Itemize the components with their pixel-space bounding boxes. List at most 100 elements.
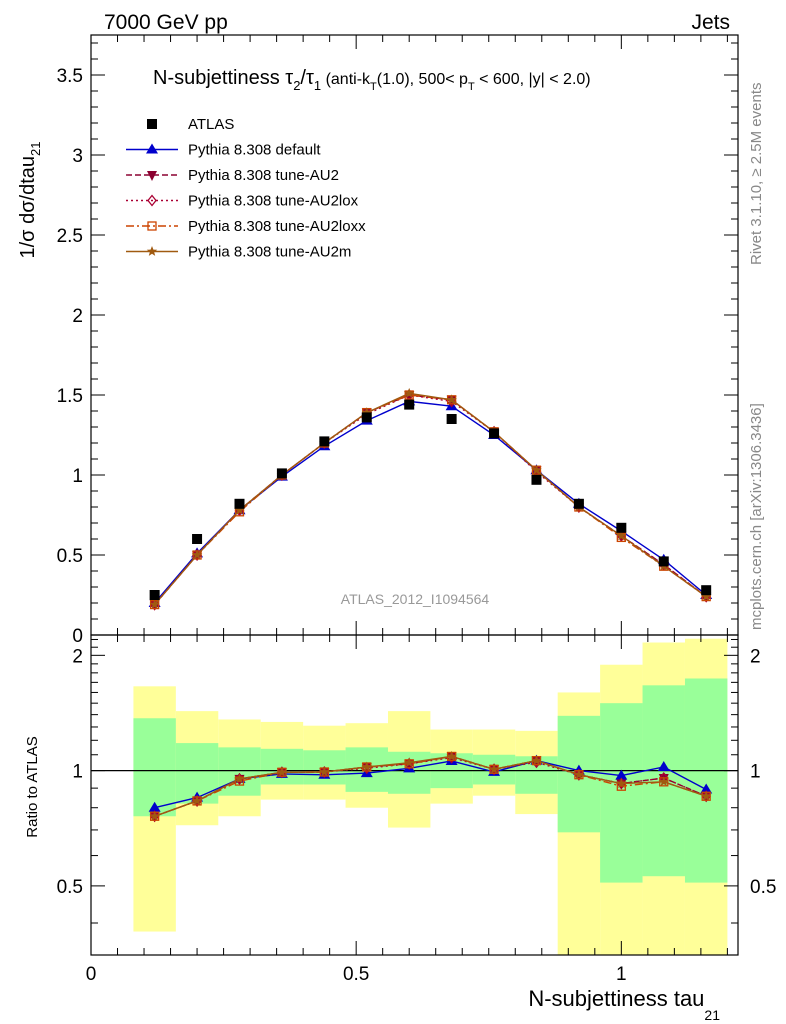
ratio-4-point-10 xyxy=(573,769,585,780)
legend-label-3: Pythia 8.308 tune-AU2lox xyxy=(188,193,359,210)
ratio-ylabel: Ratio to ATLAS xyxy=(24,736,41,837)
ratio-4-point-1 xyxy=(191,795,203,806)
legend-marker-5 xyxy=(146,246,158,256)
atlas-point-10 xyxy=(573,498,584,509)
series-line-3 xyxy=(154,394,707,606)
series-4-point-13 xyxy=(700,591,712,601)
atlas-point-12 xyxy=(658,556,669,567)
legend-marker-3 xyxy=(147,194,157,207)
atlas-point-5 xyxy=(361,412,372,423)
xtick-label-2: 1 xyxy=(616,964,627,985)
ratio-0-point-0 xyxy=(148,801,161,812)
legend-marker-4 xyxy=(147,221,157,231)
series-4-point-1 xyxy=(191,549,203,560)
ratio-ytick-label-left-1: 1 xyxy=(72,762,83,783)
ratio-4-point-12 xyxy=(658,776,669,787)
series-4-point-7 xyxy=(446,394,457,405)
legend-label-4: Pythia 8.308 tune-AU2loxx xyxy=(188,218,366,235)
ratio-panel-frame: 0.5 0.5 1 1 2 2 0 0.5 1 xyxy=(57,634,776,985)
ratio-ytick-label-right-0: 0.5 xyxy=(750,877,776,898)
atlas-point-13 xyxy=(701,585,712,596)
atlas-point-3 xyxy=(276,468,287,479)
ratio-band-inner-11 xyxy=(600,703,643,883)
ytick-label-3: 1.5 xyxy=(57,386,83,407)
ratio-4-point-6 xyxy=(404,757,415,768)
plot-title-slash: /τ xyxy=(300,67,314,89)
atlas-point-0 xyxy=(149,590,160,600)
series-4-point-9 xyxy=(531,464,542,475)
xtick-label-0: 0 xyxy=(86,964,97,985)
legend-label-0: ATLAS xyxy=(188,116,234,133)
legend-label-2: Pythia 8.308 tune-AU2 xyxy=(188,167,339,184)
ytick-label-7: 3.5 xyxy=(57,66,83,87)
legend-label-5: Pythia 8.308 tune-AU2m xyxy=(188,244,351,261)
series-line-4 xyxy=(154,392,707,606)
atlas-point-11 xyxy=(616,522,627,533)
legend-marker-0 xyxy=(147,119,157,129)
ratio-ytick-label-right-1: 1 xyxy=(750,762,761,783)
analysis-id: ATLAS_2012_I1094564 xyxy=(341,591,490,607)
top-ylabel: 1/σ dσ/dtau21 xyxy=(17,142,43,259)
ratio-4-point-7 xyxy=(446,750,457,761)
top-panel-frame: 0 0.5 1 1.5 2 2.5 3 3.5 xyxy=(57,34,739,647)
atlas-point-6 xyxy=(404,399,415,410)
ratio-0-point-12 xyxy=(657,761,670,772)
series-4-point-0 xyxy=(149,599,160,609)
xtick-label-1: 0.5 xyxy=(343,964,369,985)
frame-rect xyxy=(90,634,739,956)
series-4-point-6 xyxy=(404,387,415,398)
atlas-point-4 xyxy=(319,436,330,447)
xlabel-main: N-subjettiness tau xyxy=(528,986,704,1011)
ytick-label-4: 2 xyxy=(72,306,83,327)
ratio-4-point-11 xyxy=(616,778,627,788)
atlas-point-9 xyxy=(531,474,542,485)
ratio-4-point-3 xyxy=(276,766,288,777)
ratio-0-point-11 xyxy=(615,769,628,780)
series-4-point-5 xyxy=(361,407,372,417)
xlabel: N-subjettiness tau21 xyxy=(528,986,720,1023)
atlas-point-2 xyxy=(234,498,245,509)
ratio-bands-layer xyxy=(133,638,728,955)
ratio-band-inner-13 xyxy=(684,678,728,883)
ratio-ytick-label-left-0: 0.5 xyxy=(57,877,83,898)
legend-marker-1 xyxy=(146,143,158,154)
top-ylabel-main: 1/σ dσ/dtau xyxy=(17,156,39,259)
plot-title: N-subjettiness τ2/τ1 (anti-kT(1.0), 500<… xyxy=(153,67,591,93)
header-energy: 7000 GeV pp xyxy=(104,11,228,34)
ratio-ytick-label-right-2: 2 xyxy=(750,646,761,667)
ratio-4-point-5 xyxy=(361,761,372,772)
ytick-label-1: 0.5 xyxy=(57,546,83,567)
ratio-4-point-13 xyxy=(700,790,712,801)
plot-title-selection-T: T xyxy=(370,81,377,93)
plot-title-sub1: 1 xyxy=(314,78,321,93)
xlabel-sub: 21 xyxy=(704,1007,720,1023)
plot-title-selection-a: (anti-k xyxy=(321,71,371,88)
top-ylabel-sub: 21 xyxy=(28,142,43,156)
legend: ATLAS Pythia 8.308 default Pythia 8.308 tu… xyxy=(126,116,366,261)
ratio-4-point-4 xyxy=(319,766,330,777)
ratio-0-point-13 xyxy=(700,783,713,794)
atlas-point-1 xyxy=(192,534,203,544)
atlas-point-7 xyxy=(446,414,457,424)
rivet-label: Rivet 3.1.10, ≥ 2.5M events xyxy=(748,83,765,266)
plot-title-selection-c: < 600, |y| < 2.0) xyxy=(475,71,591,88)
header-jets: Jets xyxy=(691,11,730,34)
legend-marker-2 xyxy=(147,171,157,181)
top-series-layer xyxy=(148,387,713,611)
ytick-label-2: 1 xyxy=(72,466,83,487)
plot-title-selection-T2: T xyxy=(468,81,475,93)
ratio-4-point-0 xyxy=(149,810,160,821)
ytick-label-6: 3 xyxy=(72,146,83,167)
plot-title-selection-b: (1.0), 500< p xyxy=(377,71,468,88)
series-4-point-11 xyxy=(616,530,627,541)
legend-label-1: Pythia 8.308 default xyxy=(188,142,321,159)
atlas-point-8 xyxy=(489,428,500,439)
ytick-label-0: 0 xyxy=(72,626,83,647)
ratio-ytick-label-left-2: 2 xyxy=(72,646,83,667)
ratio-band-inner-0 xyxy=(133,718,176,817)
ratio-4-point-9 xyxy=(531,755,542,766)
plot-title-main: N-subjettiness τ xyxy=(153,67,293,89)
ratio-4-point-2 xyxy=(234,773,245,784)
ytick-label-5: 2.5 xyxy=(57,226,83,247)
